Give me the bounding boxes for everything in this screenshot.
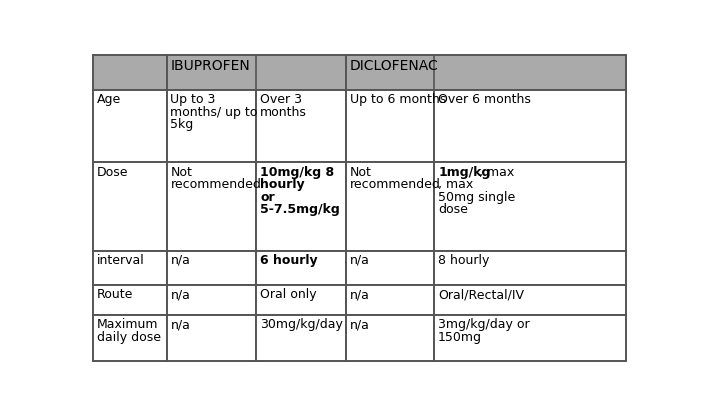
Bar <box>346 55 626 90</box>
Text: 5kg: 5kg <box>171 118 194 131</box>
Text: Oral/Rectal/IV: Oral/Rectal/IV <box>438 288 524 301</box>
Text: n/a: n/a <box>350 318 370 331</box>
Text: 50mg single: 50mg single <box>438 191 515 204</box>
Text: daily dose: daily dose <box>97 331 161 344</box>
Text: recommended: recommended <box>171 178 261 191</box>
Text: Route: Route <box>97 288 133 301</box>
Text: Not: Not <box>171 166 192 179</box>
Text: 30mg/kg/day: 30mg/kg/day <box>260 318 343 331</box>
Text: Not: Not <box>350 166 372 179</box>
Bar <box>256 251 346 285</box>
Text: dose: dose <box>438 203 468 216</box>
Text: n/a: n/a <box>171 288 190 301</box>
Bar <box>166 285 256 315</box>
Bar <box>435 285 626 315</box>
Text: , max: , max <box>479 166 514 179</box>
Text: 1mg/kg: 1mg/kg <box>438 166 491 179</box>
Text: n/a: n/a <box>171 318 190 331</box>
Bar <box>435 251 626 285</box>
Bar <box>256 90 346 162</box>
Bar <box>346 162 435 251</box>
Text: 10mg/kg 8: 10mg/kg 8 <box>260 166 334 179</box>
Bar <box>166 315 256 361</box>
Bar <box>435 90 626 162</box>
Text: Age: Age <box>97 93 121 106</box>
Bar <box>346 285 435 315</box>
Text: 8 hourly: 8 hourly <box>438 254 489 267</box>
Text: hourly: hourly <box>260 178 305 191</box>
Text: months/ up to: months/ up to <box>171 106 258 119</box>
Text: n/a: n/a <box>350 254 370 267</box>
Text: Maximum: Maximum <box>97 318 159 331</box>
Bar <box>166 162 256 251</box>
Bar <box>346 251 435 285</box>
Bar <box>93 90 166 162</box>
Text: Over 3: Over 3 <box>260 93 303 106</box>
Bar <box>346 315 435 361</box>
Text: n/a: n/a <box>171 254 190 267</box>
Bar <box>93 285 166 315</box>
Bar <box>346 90 435 162</box>
Bar <box>93 315 166 361</box>
Text: or: or <box>260 191 275 204</box>
Text: IBUPROFEN: IBUPROFEN <box>171 58 250 72</box>
Text: DICLOFENAC: DICLOFENAC <box>350 58 439 72</box>
Bar <box>93 55 166 90</box>
Bar <box>435 315 626 361</box>
Bar <box>166 251 256 285</box>
Text: 6 hourly: 6 hourly <box>260 254 318 267</box>
Bar <box>166 55 346 90</box>
Bar <box>256 162 346 251</box>
Bar <box>93 251 166 285</box>
Text: Over 6 months: Over 6 months <box>438 93 531 106</box>
Text: Oral only: Oral only <box>260 288 317 301</box>
Text: Dose: Dose <box>97 166 128 179</box>
Text: n/a: n/a <box>350 288 370 301</box>
Text: , max: , max <box>438 178 473 191</box>
Bar <box>256 285 346 315</box>
Text: Up to 3: Up to 3 <box>171 93 216 106</box>
Bar <box>435 162 626 251</box>
Text: recommended: recommended <box>350 178 441 191</box>
Text: months: months <box>260 106 307 119</box>
Bar <box>93 162 166 251</box>
Text: interval: interval <box>97 254 145 267</box>
Text: 5-7.5mg/kg: 5-7.5mg/kg <box>260 203 340 216</box>
Text: 3mg/kg/day or: 3mg/kg/day or <box>438 318 530 331</box>
Text: 150mg: 150mg <box>438 331 482 344</box>
Text: Up to 6 months: Up to 6 months <box>350 93 446 106</box>
Bar <box>256 315 346 361</box>
Bar <box>166 90 256 162</box>
